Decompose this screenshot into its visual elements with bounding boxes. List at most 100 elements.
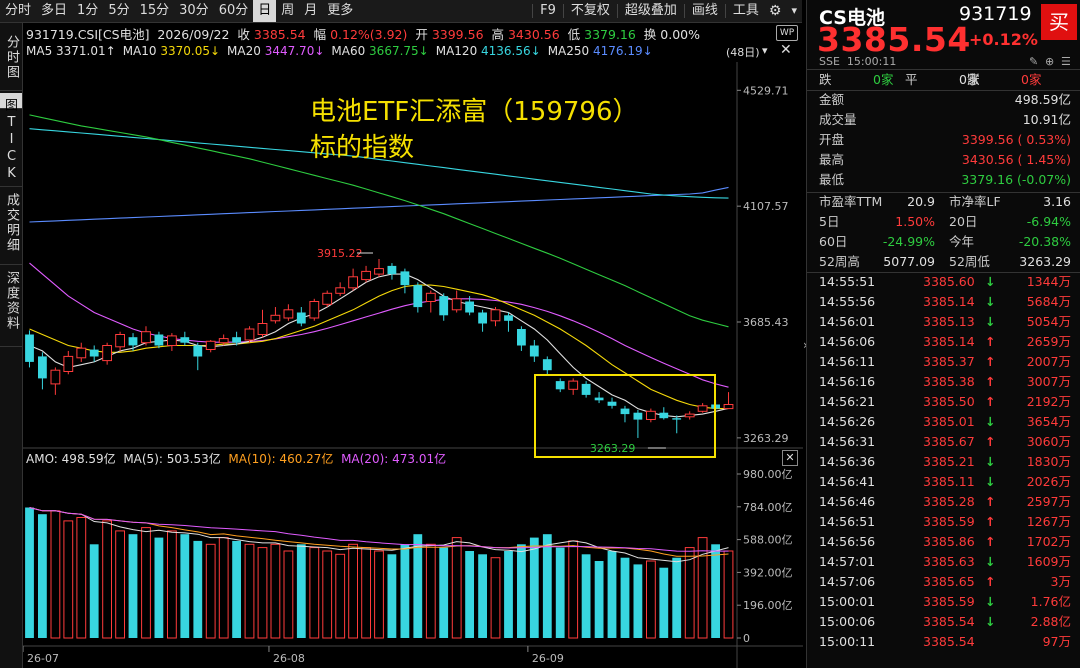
buy-button[interactable]: 买 [1041, 4, 1077, 40]
tick-volume: 2007万 [1026, 354, 1071, 369]
stat-row: 金额 498.59亿 [819, 90, 1075, 110]
tick-volume: 2597万 [1026, 494, 1071, 509]
period-tab[interactable]: 更多 [327, 3, 354, 18]
volume-bar [684, 547, 695, 639]
edit-icon[interactable]: ✎ [1029, 55, 1039, 68]
volume-bar [89, 544, 99, 638]
sidebar-item-label: 成交明细 [4, 193, 19, 253]
tick-row: 14:56:06 3385.14 ↑ 2659万 [819, 332, 1075, 352]
ratio-value: -6.94% [1026, 214, 1071, 229]
tick-time: 14:56:41 [819, 474, 876, 489]
date-tick-label: 26-08 [273, 652, 305, 665]
volume-bar [38, 514, 47, 638]
period-toolbar: 分时 多日 1分 5分 15分 30分 60分日周月更多 F9 不复权 超级叠加 画线 工具 ⚙ ▾ [0, 0, 802, 23]
date: 2026/09/22 [157, 27, 230, 42]
wp-badge[interactable]: WP [776, 25, 798, 41]
ratio-label: 市净率LF [949, 194, 1001, 209]
arrow-up-icon: ↑ [985, 514, 996, 529]
volume-bar [348, 543, 359, 639]
sidebar-item-label: TICK [4, 115, 19, 183]
sidebar-item[interactable]: 分时图 [0, 31, 22, 91]
link-icon[interactable]: ⊕ [1045, 55, 1055, 68]
price-tick-label: 4529.71 [743, 84, 789, 97]
price-tick-label: 3263.29 [743, 432, 789, 445]
ratio-value: -24.99% [882, 234, 935, 249]
ma-label: MA120 [435, 44, 482, 58]
period-tab[interactable]: 15分 [139, 3, 170, 18]
last-price: 3385.54 [817, 20, 971, 59]
ma-label: MA250 [547, 44, 593, 58]
tick-volume: 2192万 [1026, 394, 1071, 409]
sidebar-item-label: 深度资料 [4, 271, 19, 331]
candle-body [555, 381, 565, 390]
candle-body [89, 349, 99, 357]
tick-price: 3385.37 [923, 354, 975, 369]
tick-price: 3385.63 [923, 554, 975, 569]
period-tab[interactable]: 30分 [179, 3, 209, 18]
volume-bar [504, 551, 513, 638]
sidebar-item[interactable]: TICK [0, 111, 22, 187]
candle-body [581, 383, 591, 395]
volume-close-icon[interactable]: ✕ [782, 450, 798, 466]
settings-icon[interactable]: ⚙ [768, 3, 782, 19]
period-tab[interactable]: 1分 [77, 3, 99, 18]
period-tab[interactable]: 分时 [5, 3, 32, 18]
tick-price: 3385.65 [923, 574, 975, 589]
candle-body [63, 355, 74, 372]
tick-row: 14:56:16 3385.38 ↑ 3007万 [819, 372, 1075, 392]
volume-tick-label: 392.00亿 [743, 566, 793, 579]
menu-chevron-icon[interactable]: ▾ [791, 4, 797, 17]
period-tab[interactable]: 月 [304, 3, 318, 18]
volume-bar [425, 543, 436, 639]
arrow-up-icon: ↑ [985, 394, 996, 409]
open-value: 3399.56 [431, 27, 484, 42]
adv-dec-label: 跌 [819, 72, 832, 87]
collapse-chevron-icon[interactable]: ▾ [762, 44, 768, 57]
arrow-up-icon: ↑ [985, 374, 996, 389]
sidebar-item[interactable]: K线图 [0, 93, 53, 114]
tool-button[interactable]: 画线 [691, 3, 718, 18]
kline-chart[interactable]: 4529.71 4107.57 3685.43 3263.29 3915.22 3263.… [23, 62, 803, 668]
ma-label: MA10 [122, 44, 161, 58]
candle-body [348, 276, 359, 289]
toolbar-divider [683, 4, 685, 18]
adv-dec-value: 0家 [959, 72, 980, 87]
period-tab[interactable]: 5分 [108, 3, 130, 18]
volume-bar [594, 561, 604, 638]
tool-button[interactable]: F9 [540, 3, 556, 18]
ratio-label: 今年 [949, 234, 975, 249]
candle-body [128, 337, 138, 346]
days-badge[interactable]: (48日) [726, 46, 760, 59]
tick-row: 14:55:56 3385.14 ↓ 5684万 [819, 292, 1075, 312]
volume-bar [141, 527, 151, 639]
tool-button[interactable]: 工具 [732, 3, 759, 18]
ma120-line [29, 128, 729, 199]
menu-icon[interactable]: ☰ [1061, 55, 1071, 68]
period-tab[interactable]: 多日 [41, 3, 68, 18]
period-tab[interactable]: 日 [253, 0, 277, 22]
tool-button[interactable]: 不复权 [570, 3, 610, 18]
tick-time: 14:56:16 [819, 374, 876, 389]
tool-button[interactable]: 超级叠加 [624, 3, 677, 18]
volume-bar [102, 520, 112, 639]
candle-body [309, 301, 320, 319]
sidebar-item[interactable]: 成交明细 [0, 189, 22, 265]
tick-row: 14:56:51 3385.59 ↑ 1267万 [819, 512, 1075, 532]
candle-body [490, 309, 501, 322]
tick-volume: 3060万 [1026, 434, 1071, 449]
low-marker-label: 3263.29 [590, 442, 636, 455]
volume-bar [529, 537, 539, 638]
close-icon[interactable]: ✕ [780, 42, 792, 58]
stat-row: 最高 3430.56 ( 1.45%) [819, 150, 1075, 170]
volume-bar [400, 544, 410, 638]
ma250-line [29, 186, 729, 223]
volume-bar [490, 557, 501, 639]
tick-volume: 2659万 [1026, 334, 1071, 349]
candle-body [270, 314, 281, 322]
sidebar-item[interactable]: 深度资料 [0, 267, 22, 347]
price-tick-label: 3685.43 [743, 316, 789, 329]
period-tab[interactable]: 60分 [218, 3, 249, 18]
arrow-down-icon: ↓ [985, 594, 996, 609]
range-label: 幅 [313, 27, 327, 42]
period-tab[interactable]: 周 [281, 3, 295, 18]
